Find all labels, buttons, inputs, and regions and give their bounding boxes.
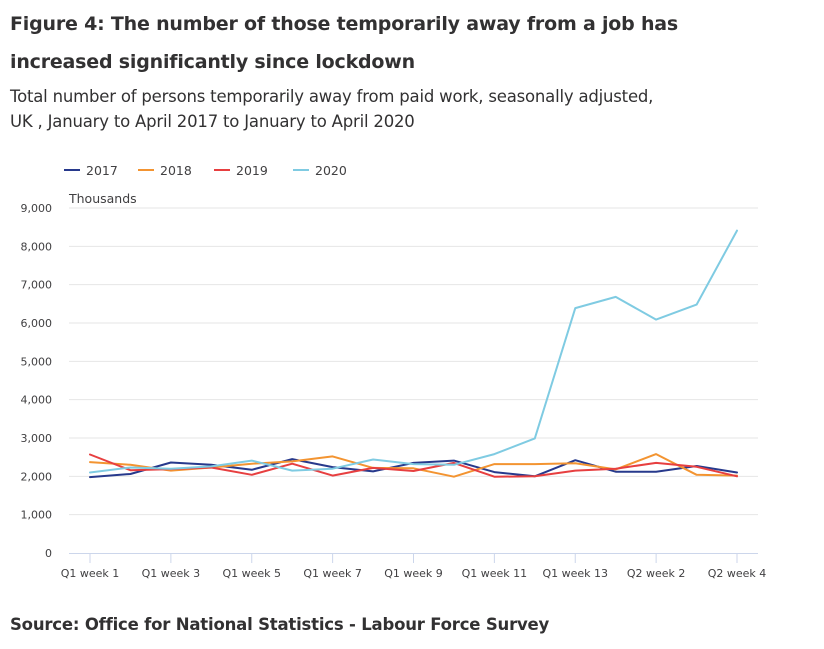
legend-label: 2018 <box>160 163 192 178</box>
x-axis: Q1 week 1 Q1 week 3 Q1 week 5 Q1 week 7 Q1 w… <box>61 553 767 580</box>
legend-item-2020[interactable]: 2020 <box>293 163 347 178</box>
gridlines <box>69 207 758 516</box>
y-tick-label: 5,000 <box>21 355 53 368</box>
x-tick-label: Q1 week 7 <box>303 567 362 580</box>
y-tick-label: 9,000 <box>21 202 53 215</box>
y-tick-label: 2,000 <box>21 470 53 483</box>
line-chart: 2017 2018 2019 2020 Thousands 0 1,000 2,000 3,… <box>21 163 767 580</box>
legend-label: 2019 <box>236 163 268 178</box>
x-tick-label: Q2 week 4 <box>708 567 767 580</box>
y-tick-label: 6,000 <box>21 317 53 330</box>
legend-label: 2017 <box>86 163 118 178</box>
series-line-2017[interactable] <box>89 458 738 479</box>
chart-subtitle: Total number of persons temporarily away… <box>10 87 654 131</box>
series-lines <box>89 229 738 479</box>
y-tick-label: 8,000 <box>21 240 53 253</box>
x-tick-label: Q1 week 1 <box>61 567 120 580</box>
legend: 2017 2018 2019 2020 <box>64 163 347 178</box>
y-tick-label: 0 <box>45 547 52 560</box>
y-tick-label: 7,000 <box>21 279 53 292</box>
series-line-2020[interactable] <box>89 229 738 474</box>
legend-item-2019[interactable]: 2019 <box>214 163 268 178</box>
x-tick-label: Q1 week 3 <box>142 567 201 580</box>
y-tick-label: 3,000 <box>21 432 53 445</box>
legend-label: 2020 <box>315 163 347 178</box>
y-tick-label: 1,000 <box>21 509 53 522</box>
y-axis: 0 1,000 2,000 3,000 4,000 5,000 6,000 7,000 8,00… <box>21 202 53 560</box>
chart-source: Source: Office for National Statistics -… <box>10 615 550 634</box>
x-tick-label: Q1 week 13 <box>542 567 608 580</box>
x-tick-label: Q1 week 5 <box>222 567 281 580</box>
x-tick-label: Q1 week 9 <box>384 567 443 580</box>
x-tick-label: Q1 week 11 <box>462 567 528 580</box>
legend-item-2018[interactable]: 2018 <box>138 163 192 178</box>
legend-item-2017[interactable]: 2017 <box>64 163 118 178</box>
y-axis-unit-label: Thousands <box>68 191 137 206</box>
series-line-2019[interactable] <box>89 453 738 478</box>
chart-title: Figure 4: The number of those temporaril… <box>10 13 679 73</box>
x-tick-label: Q2 week 2 <box>627 567 686 580</box>
y-tick-label: 4,000 <box>21 394 53 407</box>
